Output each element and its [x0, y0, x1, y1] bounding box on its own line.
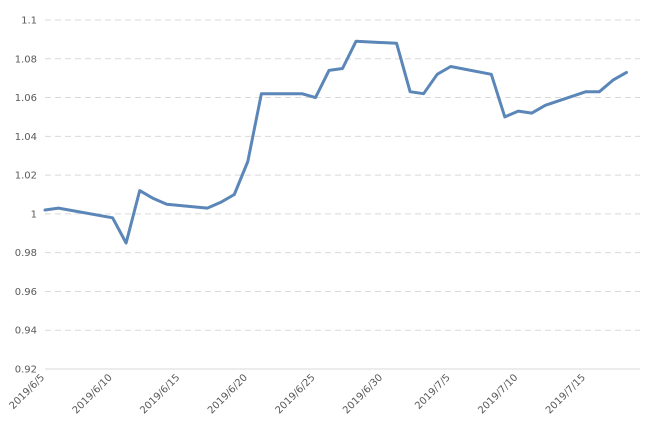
y-axis: 0.92 0.94 0.96 0.98 1 1.02 1.04 1.06 1.08 1.1 [15, 16, 37, 376]
y-tick-label: 0.92 [15, 365, 37, 376]
y-tick-label: 0.94 [15, 326, 37, 337]
gridlines [45, 19, 640, 331]
x-tick-label: 2019/6/10 [71, 372, 115, 416]
y-tick-label: 0.96 [15, 287, 37, 298]
series-layer [43, 39, 628, 245]
series-line [43, 39, 628, 245]
x-tick-label: 2019/7/5 [413, 372, 453, 412]
x-tick-label: 2019/6/15 [138, 372, 182, 416]
x-axis: 2019/6/5 2019/6/10 2019/6/15 2019/6/20 2019/… [8, 368, 640, 416]
x-tick-label: 2019/7/15 [544, 372, 588, 416]
y-tick-label: 1.06 [15, 93, 37, 104]
y-tick-label: 0.98 [15, 248, 37, 259]
x-tick-label: 2019/6/30 [341, 372, 385, 416]
y-tick-label: 1 [31, 209, 37, 220]
y-tick-label: 1.1 [21, 16, 37, 27]
x-tick-label: 2019/7/10 [476, 372, 520, 416]
y-tick-label: 1.02 [15, 171, 37, 182]
x-tick-label: 2019/6/5 [8, 372, 48, 412]
y-tick-label: 1.08 [15, 54, 37, 65]
x-tick-label: 2019/6/20 [206, 372, 250, 416]
x-tick-label: 2019/6/25 [274, 372, 318, 416]
y-tick-label: 1.04 [15, 132, 37, 143]
